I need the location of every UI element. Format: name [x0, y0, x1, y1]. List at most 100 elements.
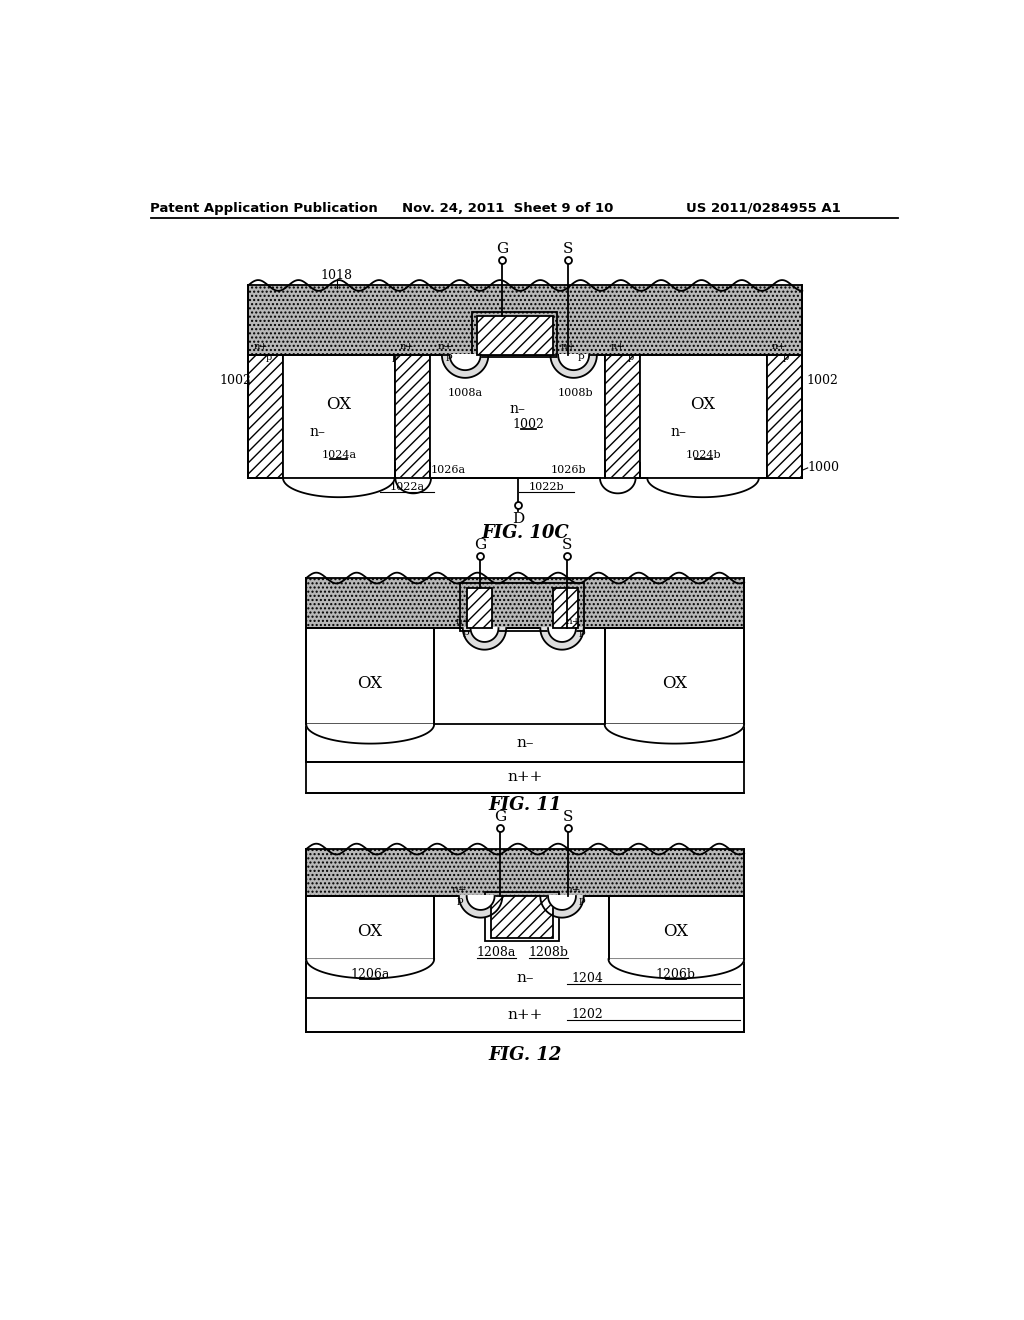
Text: 1022b: 1022b	[528, 482, 564, 492]
Bar	[306, 849, 744, 896]
Polygon shape	[463, 628, 506, 649]
Text: n–: n–	[510, 401, 526, 416]
Text: n+: n+	[611, 342, 626, 351]
Text: 1002: 1002	[806, 374, 838, 387]
Bar	[467, 589, 493, 628]
Text: n+: n+	[771, 342, 785, 351]
Polygon shape	[608, 960, 744, 978]
Bar	[248, 285, 802, 355]
Text: p: p	[266, 354, 272, 363]
Text: n+: n+	[560, 342, 575, 351]
Text: 1002: 1002	[513, 417, 545, 430]
Text: Patent Application Publication: Patent Application Publication	[150, 202, 378, 215]
Bar	[640, 355, 767, 478]
Text: n–: n–	[310, 425, 326, 438]
Text: p: p	[579, 628, 586, 638]
Bar	[306, 762, 744, 793]
Text: OX: OX	[690, 396, 716, 413]
Text: 1026a: 1026a	[430, 465, 465, 475]
Bar	[306, 896, 744, 1032]
Text: n–: n–	[516, 972, 534, 986]
Polygon shape	[548, 628, 575, 642]
Text: G: G	[474, 539, 486, 552]
Text: 1208a: 1208a	[476, 945, 516, 958]
Text: FIG. 11: FIG. 11	[488, 796, 561, 814]
Text: 1206b: 1206b	[656, 968, 696, 981]
Text: OX: OX	[664, 923, 688, 940]
Text: G: G	[494, 809, 506, 824]
Text: n+: n+	[566, 884, 582, 894]
Polygon shape	[558, 355, 589, 370]
Text: G: G	[497, 243, 509, 256]
Bar	[306, 628, 434, 725]
Polygon shape	[600, 478, 636, 494]
Text: n–: n–	[671, 425, 686, 438]
Bar	[608, 896, 744, 960]
Text: FIG. 10C: FIG. 10C	[481, 524, 568, 541]
Text: S: S	[563, 243, 573, 256]
Text: 1008b: 1008b	[557, 388, 593, 399]
Bar	[604, 355, 640, 478]
Text: 1024a: 1024a	[322, 450, 356, 459]
Text: n+: n+	[399, 342, 414, 351]
Text: p: p	[457, 896, 464, 906]
Text: p: p	[578, 352, 585, 360]
Text: n+: n+	[438, 342, 454, 351]
Text: 1022a: 1022a	[389, 482, 425, 492]
Bar	[477, 317, 553, 355]
Bar	[553, 589, 579, 628]
Text: 1208b: 1208b	[528, 945, 568, 958]
Text: D: D	[512, 512, 524, 525]
Text: n+: n+	[452, 884, 467, 894]
Polygon shape	[395, 478, 431, 494]
Text: n++: n++	[507, 771, 543, 784]
Polygon shape	[459, 896, 503, 917]
Polygon shape	[450, 355, 480, 370]
Text: 1024b: 1024b	[685, 450, 721, 459]
Bar	[472, 313, 557, 358]
Polygon shape	[604, 725, 744, 743]
Text: 1000: 1000	[808, 462, 840, 474]
Text: p: p	[579, 896, 586, 906]
Text: 1002: 1002	[219, 374, 251, 387]
Text: p: p	[783, 354, 790, 363]
Bar	[430, 355, 604, 478]
Bar	[248, 355, 283, 478]
Bar	[484, 892, 559, 941]
Bar	[283, 355, 395, 478]
Polygon shape	[541, 628, 584, 649]
Text: US 2011/0284955 A1: US 2011/0284955 A1	[686, 202, 841, 215]
Text: p: p	[462, 628, 469, 638]
Text: 1204: 1204	[571, 972, 603, 985]
Text: n+: n+	[456, 616, 471, 626]
Polygon shape	[647, 478, 759, 498]
Text: n+: n+	[566, 616, 582, 626]
Text: p: p	[391, 354, 397, 363]
Text: 1018: 1018	[321, 269, 352, 282]
Text: 1202: 1202	[571, 1008, 603, 1022]
Text: Nov. 24, 2011  Sheet 9 of 10: Nov. 24, 2011 Sheet 9 of 10	[402, 202, 613, 215]
Polygon shape	[306, 960, 434, 978]
Text: FIG. 12: FIG. 12	[488, 1047, 561, 1064]
Bar	[306, 628, 744, 762]
Text: OX: OX	[357, 923, 382, 940]
Bar	[306, 896, 434, 960]
Text: OX: OX	[357, 675, 382, 692]
Text: p: p	[628, 354, 634, 363]
Polygon shape	[442, 355, 488, 378]
Bar	[306, 578, 744, 628]
Text: p: p	[445, 352, 452, 360]
Text: 1206a: 1206a	[350, 968, 389, 981]
Bar	[395, 355, 430, 478]
Bar	[248, 355, 802, 478]
Text: n++: n++	[507, 1007, 543, 1022]
Text: n+: n+	[254, 342, 268, 351]
Bar	[461, 583, 585, 631]
Text: n–: n–	[516, 735, 534, 750]
Polygon shape	[306, 725, 434, 743]
Polygon shape	[467, 896, 495, 909]
Text: S: S	[561, 539, 571, 552]
Bar	[490, 896, 553, 939]
Polygon shape	[283, 478, 394, 498]
Text: S: S	[563, 809, 573, 824]
